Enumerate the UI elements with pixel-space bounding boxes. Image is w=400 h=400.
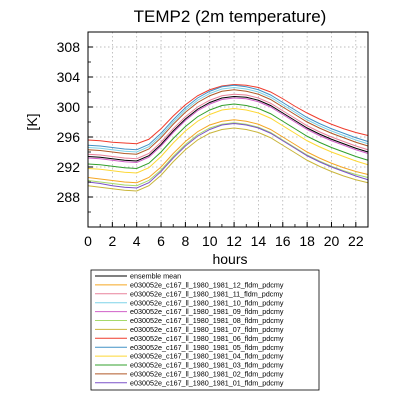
series-line-12: [87, 122, 369, 189]
series-line-10: [87, 103, 369, 170]
y-tick-label: 304: [57, 69, 81, 85]
x-axis-label: hours: [212, 251, 247, 267]
x-tick-label: 2: [108, 233, 116, 249]
y-tick-label: 292: [57, 159, 81, 175]
y-tick-label: 300: [57, 99, 81, 115]
x-tick-label: 0: [84, 233, 92, 249]
legend-label-12: e030052e_c167_ll_1980_1981_01_fldm_pdcmy: [130, 378, 284, 387]
y-tick-label: 308: [57, 39, 81, 55]
series-line-5: [87, 122, 369, 187]
x-tick-label: 22: [348, 233, 364, 249]
legend-box: [90, 269, 320, 391]
series-line-3: [87, 86, 369, 153]
legend-label-0: ensemble mean: [130, 272, 181, 281]
x-tick-label: 8: [181, 233, 189, 249]
series-line-4: [87, 97, 369, 164]
series-lines: [87, 83, 369, 192]
y-axis-label: [K]: [24, 113, 40, 130]
legend-label-1: e030052e_c167_ll_1980_1981_12_fldm_pdcmy: [130, 281, 284, 290]
series-line-8: [87, 84, 369, 151]
legend-label-6: e030052e_c167_ll_1980_1981_07_fldm_pdcmy: [130, 325, 284, 334]
x-tick-label: 20: [324, 233, 340, 249]
series-line-6: [87, 127, 369, 192]
y-tick-label: 296: [57, 129, 81, 145]
series-line-7: [87, 83, 369, 145]
x-tick-label: 18: [299, 233, 315, 249]
series-line-11: [87, 89, 369, 155]
plot-frame: [87, 31, 369, 228]
legend-label-2: e030052e_c167_ll_1980_1981_11_fldm_pdcmy: [130, 289, 283, 298]
legend: ensemble meane030052e_c167_ll_1980_1981_…: [90, 269, 320, 391]
legend-label-5: e030052e_c167_ll_1980_1981_08_fldm_pdcmy: [130, 316, 284, 325]
series-line-2: [87, 93, 369, 160]
grid-lines: [88, 32, 368, 227]
legend-label-4: e030052e_c167_ll_1980_1981_09_fldm_pdcmy: [130, 307, 284, 316]
legend-label-8: e030052e_c167_ll_1980_1981_05_fldm_pdcmy: [130, 343, 284, 352]
x-tick-label: 4: [133, 233, 141, 249]
series-line-0: [87, 95, 369, 162]
legend-label-3: e030052e_c167_ll_1980_1981_10_fldm_pdcmy: [130, 298, 284, 307]
series-line-1: [87, 119, 369, 184]
legend-label-10: e030052e_c167_ll_1980_1981_03_fldm_pdcmy: [130, 361, 284, 370]
y-tick-label: 288: [57, 189, 81, 205]
legend-label-7: e030052e_c167_ll_1980_1981_06_fldm_pdcmy: [130, 334, 284, 343]
series-line-9: [87, 107, 369, 174]
legend-label-9: e030052e_c167_ll_1980_1981_04_fldm_pdcmy: [130, 352, 284, 361]
x-tick-label: 14: [251, 233, 267, 249]
x-tick-label: 10: [202, 233, 218, 249]
x-tick-label: 6: [157, 233, 165, 249]
x-tick-label: 16: [275, 233, 291, 249]
x-tick-label: 12: [226, 233, 242, 249]
chart-title: TEMP2 (2m temperature): [134, 7, 327, 26]
axis-ticks: 0 2 4 6 8 10 12 14 16 18 20 22 288 292 296 300 304 308: [57, 39, 364, 249]
legend-label-11: e030052e_c167_ll_1980_1981_02_fldm_pdcmy: [130, 370, 284, 379]
legend-items: ensemble meane030052e_c167_ll_1980_1981_…: [95, 272, 284, 387]
